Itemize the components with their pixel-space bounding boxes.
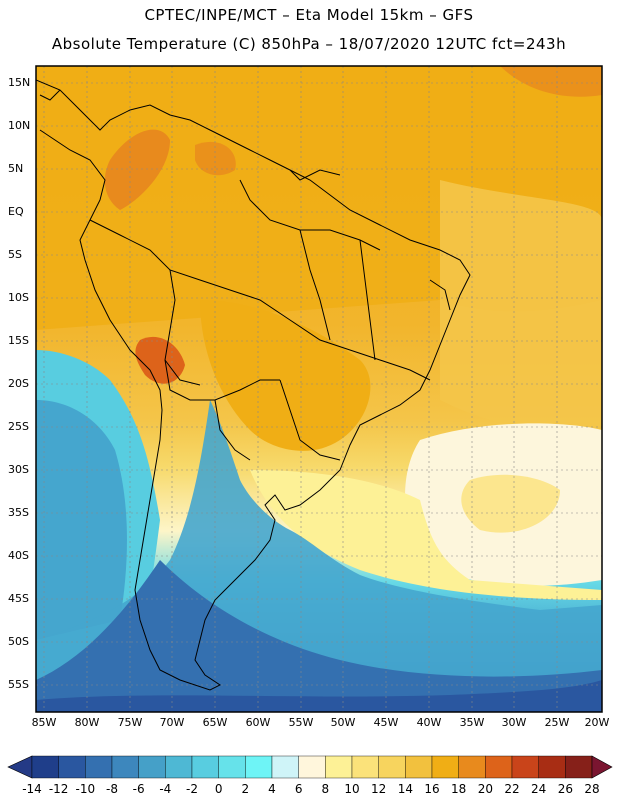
lon-label: 80W	[74, 716, 100, 729]
map-title-line2: Absolute Temperature (C) 850hPa – 18/07/…	[51, 35, 567, 53]
lat-label: 30S	[8, 463, 29, 476]
colorbar-label: 22	[504, 782, 520, 796]
colorbar-label: -4	[159, 782, 172, 796]
colorbar	[7, 755, 613, 779]
colorbar-label: -12	[48, 782, 69, 796]
colorbar-swatch	[511, 755, 539, 779]
graticule	[36, 66, 602, 712]
colorbar-label: -10	[75, 782, 96, 796]
colorbar-swatch	[191, 755, 219, 779]
colorbar-label: 14	[397, 782, 413, 796]
colorbar-label: -6	[132, 782, 145, 796]
colorbar-label: -14	[22, 782, 42, 796]
map-title-line1: CPTEC/INPE/MCT – Eta Model 15km – GFS	[144, 6, 474, 24]
coastline	[36, 79, 471, 691]
lat-label: 10N	[8, 119, 31, 132]
lat-label: 35S	[8, 506, 29, 519]
colorbar-swatch	[31, 755, 59, 779]
colorbar-swatch	[218, 755, 246, 779]
colorbar-label: 28	[584, 782, 600, 796]
colorbar-left-cap	[7, 755, 33, 779]
colorbar-label: 2	[241, 782, 250, 796]
lat-label: 25S	[8, 420, 29, 433]
lon-label: 60W	[245, 716, 271, 729]
map-frame	[35, 65, 603, 713]
lon-label: 70W	[159, 716, 185, 729]
colorbar-swatch	[325, 755, 353, 779]
colorbar-label: 0	[214, 782, 223, 796]
colorbar-label: 20	[477, 782, 493, 796]
lon-label: 65W	[202, 716, 228, 729]
lat-label: 10S	[8, 291, 29, 304]
colorbar-label: 16	[424, 782, 440, 796]
lon-label: 55W	[288, 716, 314, 729]
colorbar-swatch	[165, 755, 193, 779]
colorbar-right-cap	[591, 755, 613, 779]
lat-label: 50S	[8, 635, 29, 648]
colorbar-swatch	[431, 755, 459, 779]
lon-label: 85W	[31, 716, 57, 729]
lon-label: 20W	[584, 716, 610, 729]
colorbar-label: 12	[371, 782, 387, 796]
lon-label: 25W	[544, 716, 570, 729]
lat-label: EQ	[8, 205, 24, 218]
colorbar-swatch	[138, 755, 166, 779]
colorbar-label: 6	[294, 782, 303, 796]
colorbar-label: 24	[531, 782, 547, 796]
lat-label: 15N	[8, 76, 31, 89]
lat-label: 5N	[8, 162, 24, 175]
colorbar-label: 4	[268, 782, 276, 796]
colorbar-swatch	[538, 755, 566, 779]
colorbar-swatch	[111, 755, 139, 779]
lat-label: 55S	[8, 678, 29, 691]
colorbar-swatch	[298, 755, 326, 779]
colorbar-swatch	[485, 755, 513, 779]
colorbar-swatch	[565, 755, 593, 779]
temperature-field	[36, 66, 602, 712]
colorbar-swatch	[405, 755, 433, 779]
lat-label: 40S	[8, 549, 29, 562]
colorbar-label: -8	[106, 782, 118, 796]
colorbar-swatch	[245, 755, 273, 779]
colorbar-label: 10	[344, 782, 360, 796]
colorbar-swatch	[58, 755, 86, 779]
lat-label: 20S	[8, 377, 29, 390]
lon-label: 75W	[117, 716, 143, 729]
lon-label: 40W	[416, 716, 442, 729]
lat-label: 5S	[8, 248, 22, 261]
colorbar-label: 8	[321, 782, 330, 796]
colorbar-label: -2	[186, 782, 198, 796]
lon-label: 50W	[330, 716, 356, 729]
colorbar-swatch	[458, 755, 486, 779]
colorbar-label: 26	[557, 782, 573, 796]
colorbar-label: 18	[451, 782, 467, 796]
lon-label: 30W	[501, 716, 527, 729]
colorbar-swatch	[271, 755, 299, 779]
lat-label: 45S	[8, 592, 29, 605]
lon-label: 45W	[373, 716, 399, 729]
colorbar-swatch	[378, 755, 406, 779]
lat-label: 15S	[8, 334, 29, 347]
colorbar-swatch	[85, 755, 113, 779]
colorbar-swatch	[351, 755, 379, 779]
lon-label: 35W	[459, 716, 485, 729]
